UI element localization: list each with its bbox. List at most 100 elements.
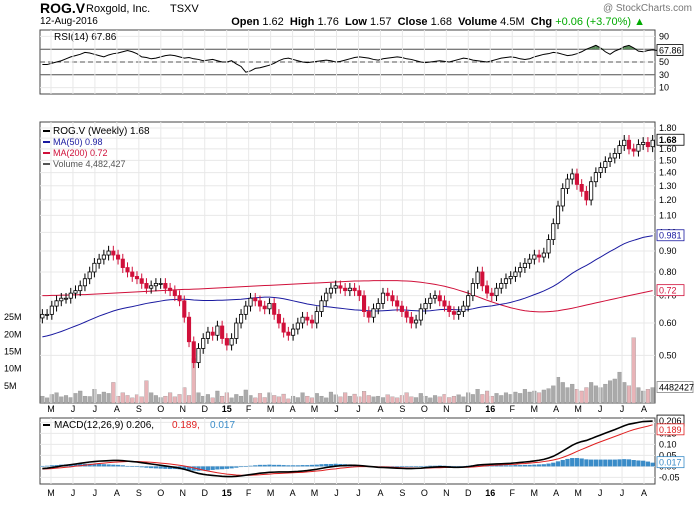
volume-bar [177,394,182,404]
volume-bar [116,395,121,404]
candle-body [432,295,438,299]
macd-histogram-bar [527,464,532,467]
x-axis-label: 16 [485,488,495,498]
x-axis-label: J [93,404,98,414]
volume-bar [92,389,97,404]
company-name: Roxgold, Inc. [86,3,151,15]
volume-bar [291,395,296,404]
volume-bar [253,397,258,404]
volume-bar [541,389,546,404]
volume-last-value-label: 4482427 [659,383,694,393]
price-tick-label: 1.20 [659,195,677,205]
volume-bar [537,392,542,404]
macd-histogram-bar [333,463,338,467]
volume-bar [418,393,423,404]
macd-histogram-bar [163,466,168,469]
rsi-overbought-fill [624,45,629,50]
volume-bar [494,393,499,404]
candle-body [319,300,324,312]
macd-histogram-bar [300,465,305,467]
macd-histogram-bar [546,463,551,467]
candle-body [177,295,182,302]
volume-bar [205,394,210,404]
macd-histogram-bar [584,459,589,467]
volume-bar [352,393,357,404]
candle-body [499,283,504,289]
x-axis-label: N [443,404,450,414]
macd-histogram-bar [286,465,291,467]
x-axis-label: A [290,488,296,498]
candle-body [116,254,121,260]
up-arrow-icon: ▲ [634,16,645,28]
candle-body [49,305,54,315]
macd-histogram-bar [598,459,603,467]
volume-bar [97,394,102,404]
macd-histogram-bar [191,466,196,471]
macd-histogram-bar [290,465,296,467]
candle-body [78,285,83,292]
candle-body [63,297,69,300]
volume-bar [229,397,234,404]
macd-histogram-bar [494,465,499,467]
volume-bar [210,397,215,404]
x-axis-label: M [47,404,55,414]
candle-body [125,267,130,273]
volume-bar [333,394,338,404]
macd-histogram-bar [182,466,187,470]
candle-body [101,254,106,260]
x-axis-label: M [267,488,275,498]
candle-body [645,141,650,148]
price-tick-label: 1.80 [659,123,677,133]
macd-histogram-bar [139,466,144,468]
volume-bar [527,391,532,404]
x-axis-label: D [465,488,472,498]
price-tick-label: 1.50 [659,155,677,165]
macd-histogram-bar [253,465,258,467]
macd-histogram-bar [111,464,116,467]
candle-body [532,254,537,260]
macd-histogram-bar [257,464,263,467]
volume-bar [40,395,45,404]
x-axis-label: J [356,488,361,498]
volume-bar [645,389,650,404]
candle-body [399,305,404,312]
candle-body [437,295,442,302]
candle-body [527,258,532,264]
macd-histogram-bar [409,466,414,468]
macd-tick-label: -0.05 [659,472,680,482]
x-axis-label: J [71,404,76,414]
candle-body [626,139,632,150]
x-axis-label: D [201,488,208,498]
candle-body [234,322,239,339]
candle-body [134,276,140,280]
macd-histogram-bar [404,466,409,468]
candle-body [414,319,419,324]
candle-body [253,297,258,302]
x-axis-label: A [641,488,647,498]
candle-body [650,139,655,148]
candle-body [489,292,494,297]
candle-body [158,283,163,285]
x-axis-label: M [530,404,538,414]
x-axis-label: J [334,488,339,498]
candle-body [551,223,556,240]
volume-bar [172,396,177,404]
candle-body [541,252,546,258]
candle-body [574,173,579,185]
volume-bar [366,395,371,404]
x-axis-label: J [620,488,625,498]
x-axis-label: J [71,488,76,498]
candle-body [395,300,400,307]
macd-histogram-bar [480,464,485,467]
candle-body [555,205,561,225]
macd-histogram-bar [215,466,220,470]
rsi-tick-label: 10 [659,83,669,93]
volume-bar [518,393,523,404]
volume-bar [101,391,106,404]
volume-bar [215,390,220,404]
macd-histogram-bar [243,466,248,467]
macd-histogram-bar [210,466,215,470]
volume-bar [347,395,352,404]
volume-bar [395,397,400,404]
volume-bar [371,396,376,404]
